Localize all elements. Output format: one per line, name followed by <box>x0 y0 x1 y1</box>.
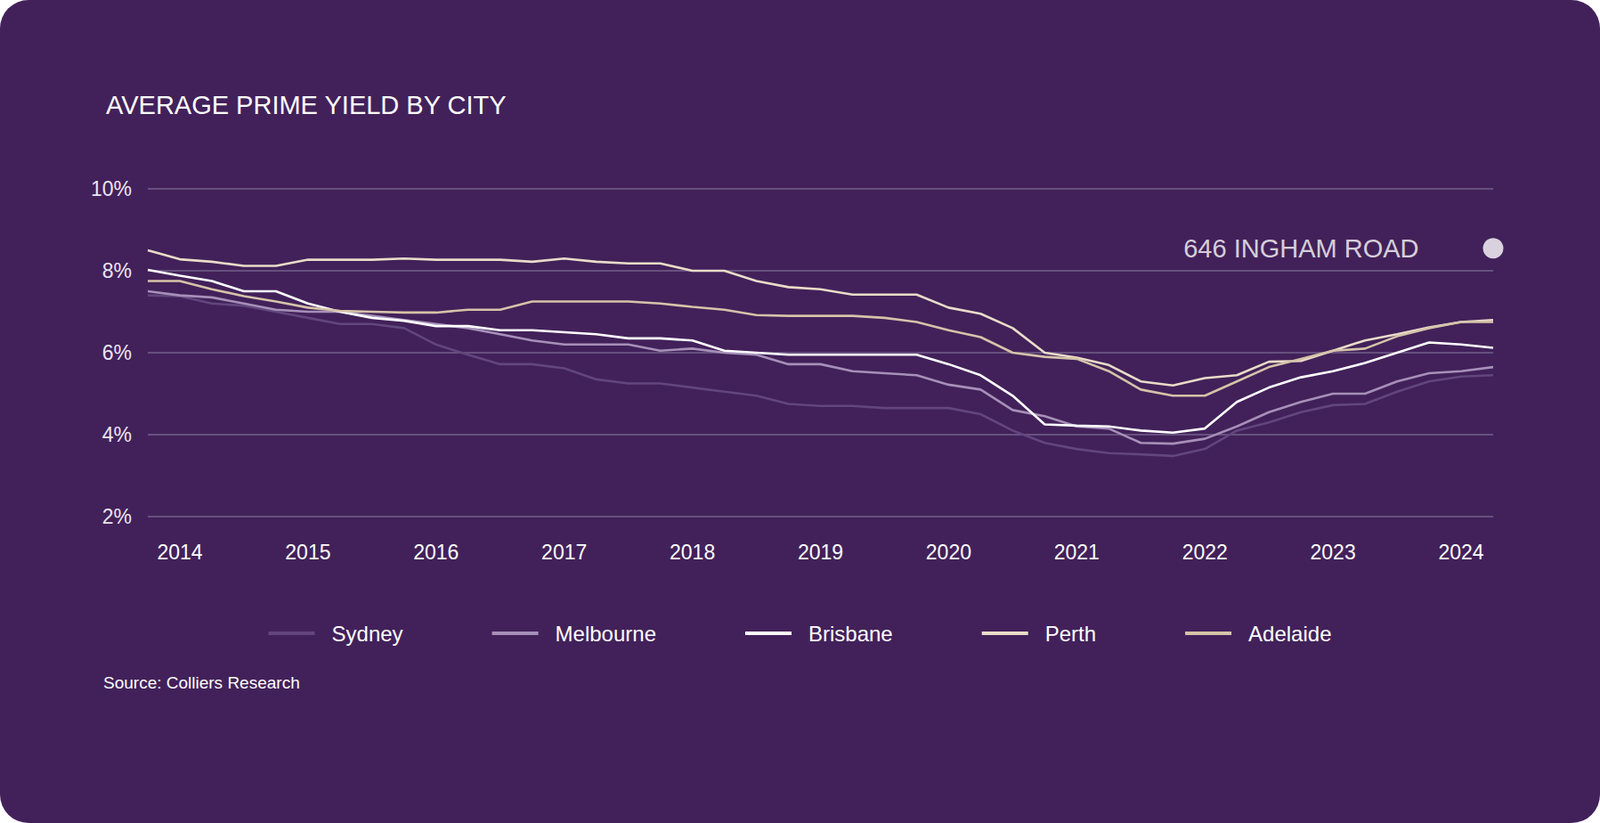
svg-text:Brisbane: Brisbane <box>808 621 894 646</box>
svg-text:2024: 2024 <box>1437 540 1484 564</box>
svg-text:Source: Colliers Research: Source: Colliers Research <box>103 673 301 692</box>
svg-text:Perth: Perth <box>1045 621 1097 646</box>
svg-text:6%: 6% <box>102 341 132 365</box>
svg-text:10%: 10% <box>90 177 132 201</box>
svg-text:Adelaide: Adelaide <box>1248 621 1332 646</box>
svg-text:646 INGHAM ROAD: 646 INGHAM ROAD <box>1183 234 1419 263</box>
svg-text:Sydney: Sydney <box>332 621 404 646</box>
svg-text:2017: 2017 <box>541 540 587 564</box>
svg-text:2018: 2018 <box>669 540 715 564</box>
svg-text:8%: 8% <box>102 259 132 283</box>
svg-text:2015: 2015 <box>284 540 331 564</box>
svg-text:4%: 4% <box>102 422 132 447</box>
svg-text:2014: 2014 <box>156 540 203 564</box>
svg-text:2020: 2020 <box>925 540 972 564</box>
svg-text:AVERAGE PRIME YIELD BY CITY: AVERAGE PRIME YIELD BY CITY <box>105 90 507 120</box>
svg-text:2022: 2022 <box>1182 540 1228 564</box>
svg-text:Melbourne: Melbourne <box>555 621 657 646</box>
svg-text:2016: 2016 <box>413 540 459 564</box>
svg-text:2021: 2021 <box>1054 540 1100 564</box>
svg-text:2%: 2% <box>102 504 132 528</box>
svg-text:2023: 2023 <box>1310 540 1357 564</box>
svg-text:2019: 2019 <box>797 540 844 564</box>
